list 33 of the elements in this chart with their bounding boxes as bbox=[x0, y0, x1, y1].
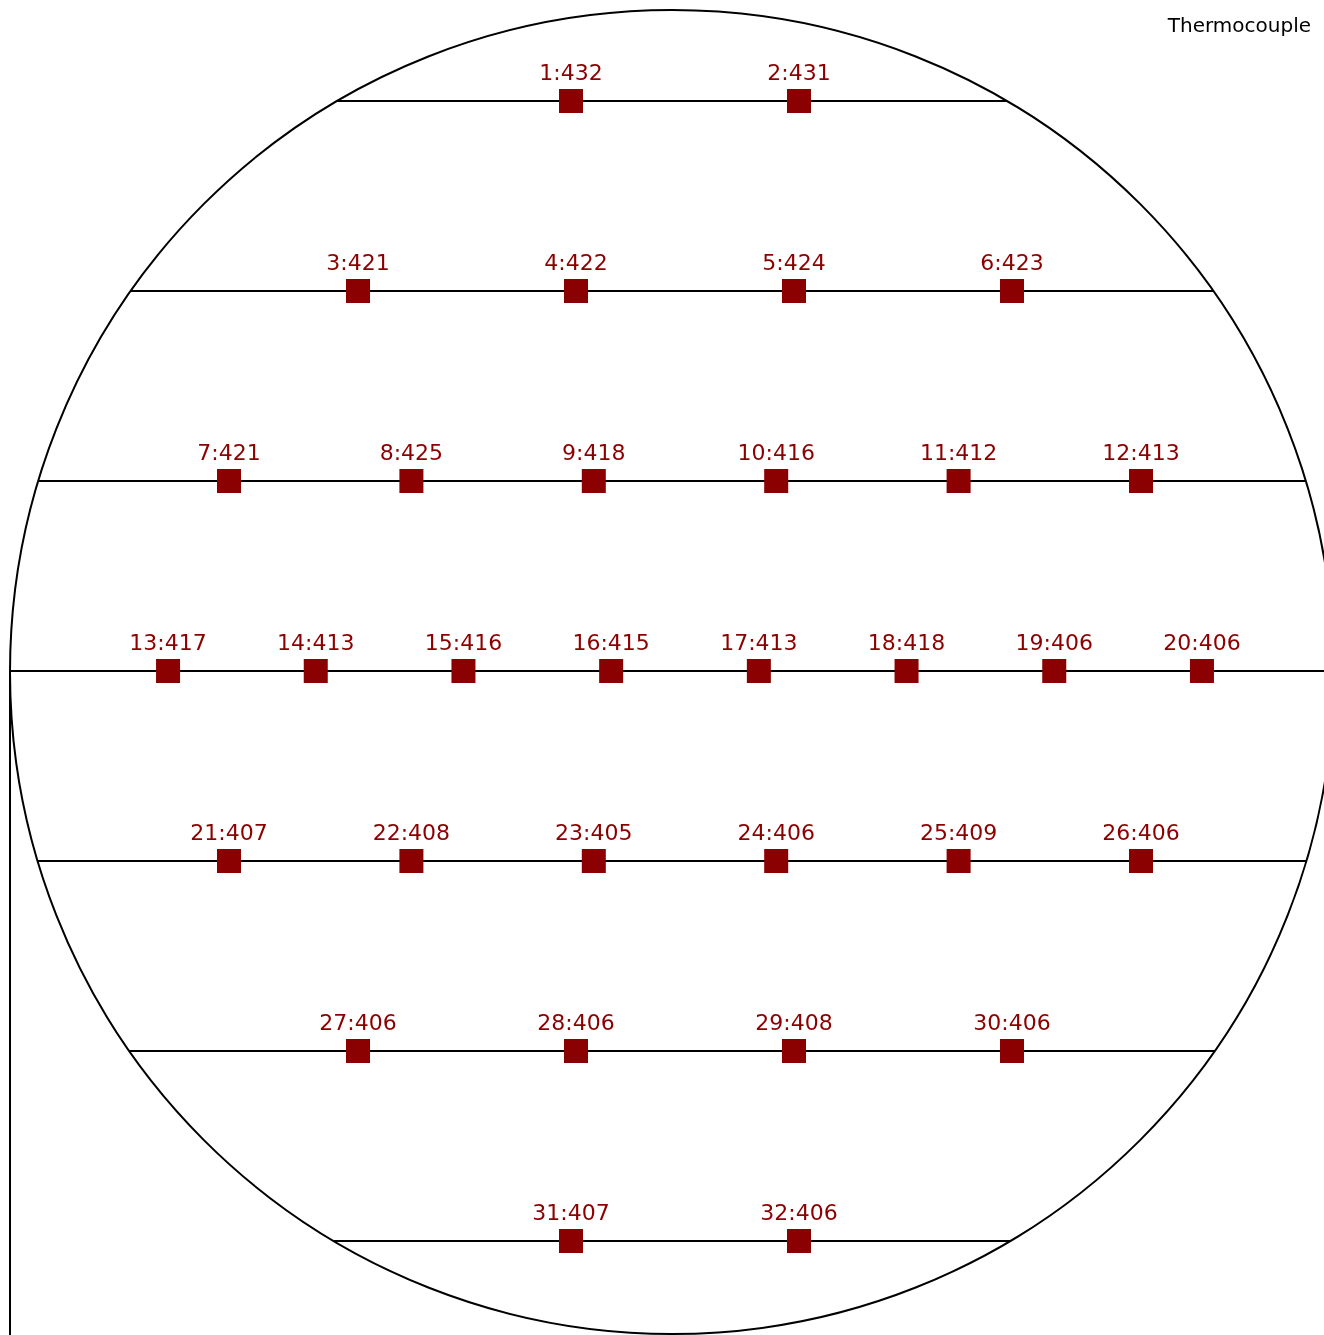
data-label: 18:418 bbox=[867, 629, 946, 655]
data-label: 20:406 bbox=[1163, 629, 1241, 655]
data-label: 4:422 bbox=[544, 249, 608, 275]
data-label: 31:407 bbox=[532, 1199, 610, 1225]
data-label: 11:412 bbox=[919, 439, 998, 465]
data-label: 13:417 bbox=[129, 629, 207, 655]
data-label: 26:406 bbox=[1102, 819, 1180, 845]
data-label: 14:413 bbox=[277, 629, 355, 655]
data-label: 3:421 bbox=[326, 249, 390, 275]
data-label: 9:418 bbox=[562, 439, 626, 465]
data-label: 6:423 bbox=[980, 249, 1044, 275]
data-label: 29:408 bbox=[755, 1009, 833, 1035]
data-label: 8:425 bbox=[379, 439, 444, 465]
data-label: 17:413 bbox=[720, 629, 798, 655]
data-label: 1:432 bbox=[539, 59, 603, 85]
data-label: 30:406 bbox=[973, 1009, 1051, 1035]
data-label: 16:415 bbox=[572, 629, 650, 655]
data-label: 2:431 bbox=[767, 59, 831, 85]
data-label: 12:413 bbox=[1102, 439, 1180, 465]
data-label: 15:416 bbox=[424, 629, 503, 655]
data-label: 10:416 bbox=[737, 439, 815, 465]
data-label: 7:421 bbox=[197, 439, 261, 465]
data-label: 22:408 bbox=[372, 819, 451, 845]
data-label: 23:405 bbox=[555, 819, 633, 845]
data-label: 5:424 bbox=[762, 249, 826, 275]
data-label: 27:406 bbox=[319, 1009, 397, 1035]
data-label: 24:406 bbox=[737, 819, 815, 845]
text: Thermocouple bbox=[1166, 13, 1312, 37]
data-label: 32:406 bbox=[760, 1199, 838, 1225]
data-label: 19:406 bbox=[1015, 629, 1093, 655]
data-label: 25:409 bbox=[919, 819, 998, 845]
data-label: 28:406 bbox=[537, 1009, 615, 1035]
data-label: 21:407 bbox=[190, 819, 268, 845]
